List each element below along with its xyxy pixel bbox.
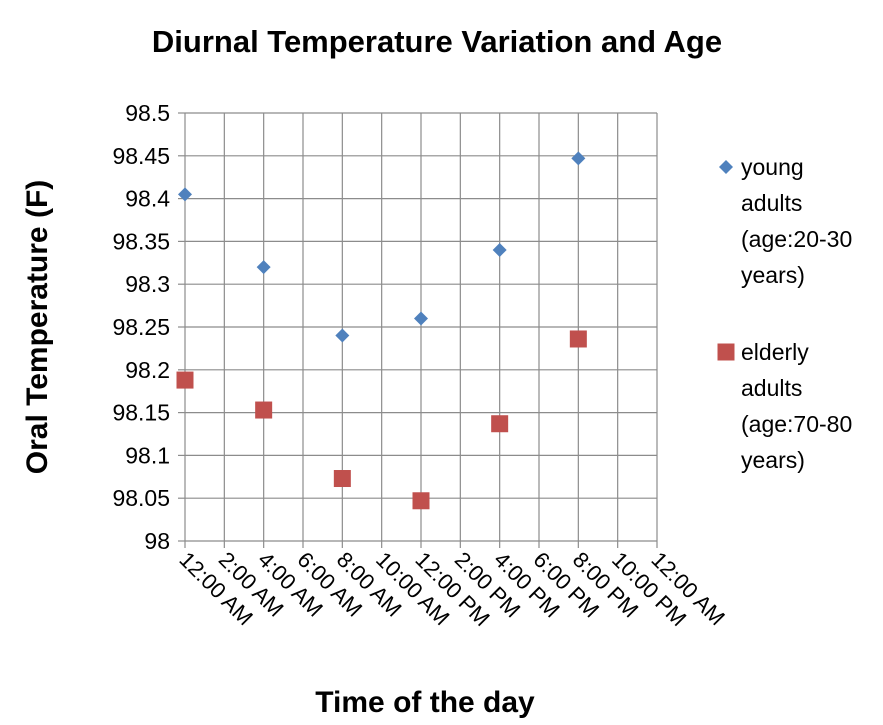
axes <box>178 112 658 548</box>
young-adults-point <box>414 311 428 326</box>
legend-label-line: years) <box>741 447 805 473</box>
legend-item-young-adults: young adults (age:20-30 years) <box>719 154 852 288</box>
young-adults-point <box>335 328 350 343</box>
elderly-adults-point <box>491 415 509 433</box>
young-adults-point <box>571 151 586 166</box>
y-tick-label: 98.15 <box>112 400 170 426</box>
legend-label-line: (age:20-30 <box>741 226 852 252</box>
young-adults-point <box>256 260 271 275</box>
legend: young adults (age:20-30 years) elderly adults… <box>717 154 852 473</box>
gridlines <box>185 112 658 541</box>
legend-item-elderly-adults: elderly adults (age:70-80 years) <box>717 339 852 473</box>
y-tick-label: 98.1 <box>125 442 170 468</box>
elderly-adults-point <box>412 492 430 510</box>
legend-diamond-marker <box>719 160 733 174</box>
y-tick-label: 98.45 <box>112 143 170 169</box>
x-axis-tick-labels: 12:00 AM2:00 AM4:00 AM6:00 AM8:00 AM10:0… <box>174 547 729 631</box>
legend-label-line: adults <box>741 190 802 216</box>
legend-square-marker <box>717 343 735 361</box>
legend-label-line: elderly <box>741 339 809 365</box>
y-tick-label: 98 <box>144 528 170 554</box>
elderly-adults-point <box>176 371 194 389</box>
y-tick-label: 98.3 <box>125 271 170 297</box>
elderly-adults-point <box>333 470 351 488</box>
y-axis-title: Oral Temperature (F) <box>21 180 54 475</box>
legend-label-line: adults <box>741 375 802 401</box>
y-tick-label: 98.2 <box>125 357 170 383</box>
legend-label-line: (age:70-80 <box>741 411 852 437</box>
y-tick-label: 98.05 <box>112 485 170 511</box>
legend-label-line: years) <box>741 262 805 288</box>
y-tick-label: 98.25 <box>112 314 170 340</box>
y-axis-tick-labels: 98 98.05 98.1 98.15 98.2 98.25 98.3 98.35 98.4 98… <box>112 100 170 554</box>
chart-title: Diurnal Temperature Variation and Age <box>152 24 722 59</box>
young-adults-point <box>492 242 507 257</box>
elderly-adults-point <box>255 401 273 419</box>
y-tick-label: 98.5 <box>125 100 170 126</box>
elderly-adults-point <box>569 330 587 348</box>
data-points <box>176 151 587 510</box>
y-tick-label: 98.4 <box>125 186 170 212</box>
legend-label-line: young <box>741 154 804 180</box>
y-tick-label: 98.35 <box>112 228 170 254</box>
young-adults-point <box>178 187 192 202</box>
x-axis-title: Time of the day <box>315 686 535 719</box>
